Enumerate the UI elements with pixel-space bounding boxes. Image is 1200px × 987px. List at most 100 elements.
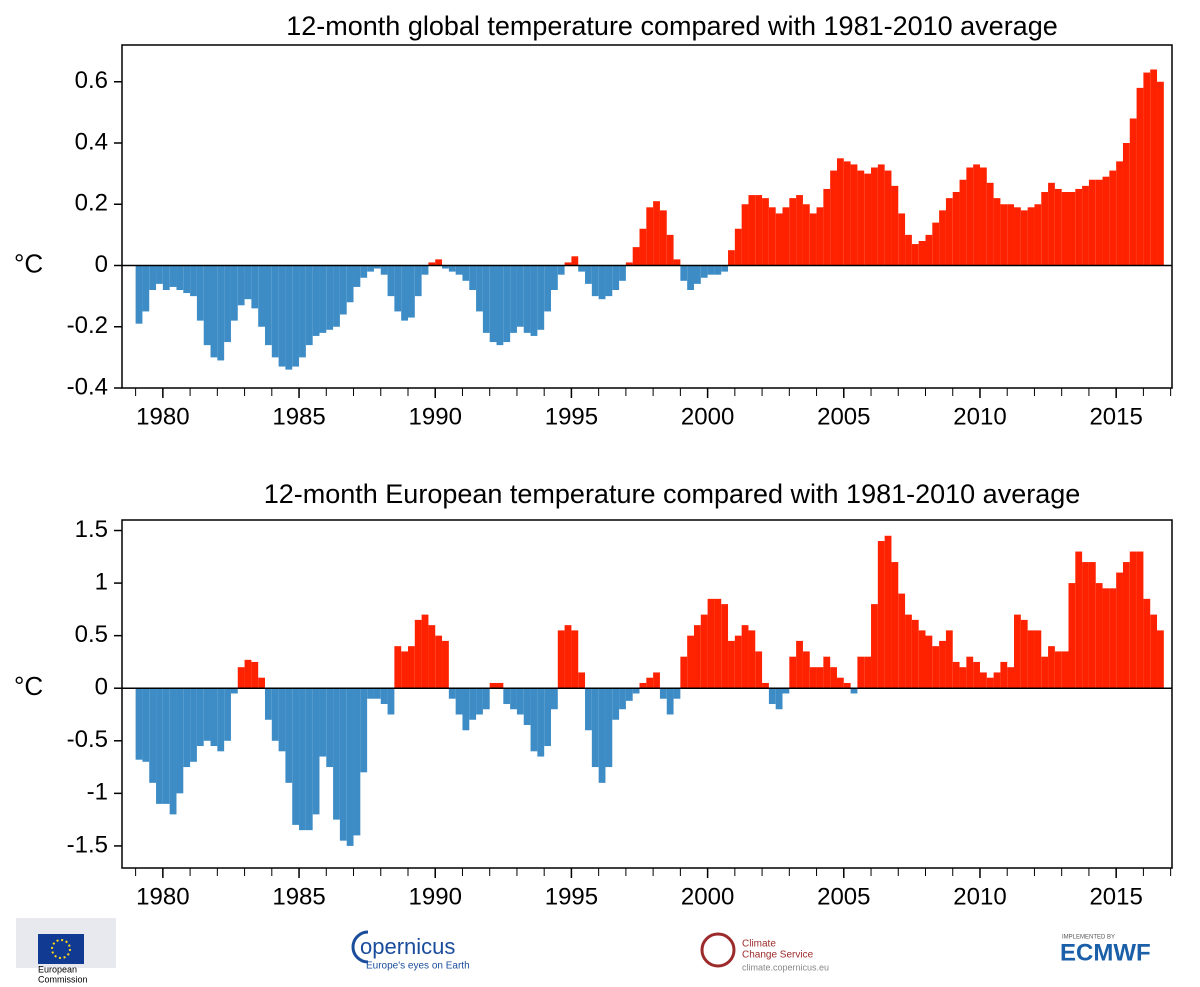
bar (1020, 210, 1028, 266)
bar (741, 625, 749, 689)
bar (428, 625, 436, 689)
bar (292, 688, 300, 825)
bar (210, 688, 218, 747)
bar (1000, 204, 1008, 266)
x-tick-label: 1985 (272, 883, 325, 910)
bar (442, 265, 449, 269)
bar (762, 198, 769, 266)
bar (142, 688, 150, 762)
bar (203, 688, 211, 741)
bar (1102, 588, 1110, 689)
bar (871, 167, 878, 266)
bar (278, 688, 286, 752)
bar (1014, 614, 1021, 689)
bar (360, 265, 368, 278)
bar (646, 207, 654, 266)
bar (544, 688, 551, 747)
bar (523, 265, 531, 333)
y-tick-label: 0.6 (75, 67, 108, 94)
bar (843, 161, 851, 266)
bar (659, 210, 667, 266)
bar (183, 265, 191, 294)
bar (932, 646, 940, 689)
bar (639, 228, 647, 266)
bar (891, 185, 899, 266)
bar (135, 688, 143, 760)
bar (1109, 588, 1117, 689)
y-tick-label: 1 (95, 568, 108, 595)
bar (162, 688, 170, 804)
bar (380, 688, 388, 704)
bar (149, 265, 157, 290)
y-axis-label: °C (14, 671, 43, 701)
bar (891, 562, 899, 689)
bar (503, 265, 511, 343)
y-tick-label: 1.5 (75, 516, 108, 543)
bar (285, 688, 293, 783)
bar (653, 672, 660, 689)
bar (1000, 661, 1008, 689)
bar (271, 688, 279, 741)
bar (367, 688, 374, 699)
bar (230, 688, 238, 694)
logo-ecmwf: IMPLEMENTED BY ECMWF (1060, 935, 1151, 967)
bar (898, 213, 906, 266)
bar (802, 204, 810, 266)
bar (339, 265, 347, 315)
bar (1122, 562, 1130, 689)
bar (1095, 179, 1103, 266)
bar (367, 265, 374, 272)
bar (755, 651, 763, 689)
bar (1102, 176, 1110, 266)
bar (585, 688, 592, 731)
copernicus-name: opernicus (360, 934, 455, 959)
bar (190, 265, 197, 297)
bar (966, 167, 974, 266)
bar (292, 265, 300, 367)
bar (428, 262, 436, 266)
bar (877, 164, 885, 266)
bar (1109, 170, 1117, 266)
bar (1075, 551, 1083, 689)
bar (489, 682, 497, 689)
bar (945, 630, 953, 689)
bar (469, 265, 477, 290)
bar (1129, 118, 1137, 266)
bar (1041, 656, 1049, 689)
bar (802, 651, 810, 689)
bar (196, 688, 204, 747)
bar (414, 619, 422, 689)
bar (700, 614, 708, 689)
y-tick-label: -0.5 (67, 726, 108, 753)
bar (850, 688, 858, 694)
bar (462, 265, 470, 281)
bar (728, 250, 735, 266)
bar (939, 210, 946, 266)
bar (305, 688, 313, 831)
y-axis-label: °C (14, 248, 43, 278)
bar (932, 222, 940, 266)
bar (230, 265, 238, 321)
bar (469, 688, 477, 720)
bar (1020, 619, 1028, 689)
bar (373, 265, 381, 269)
bar (476, 265, 483, 312)
bar (435, 635, 443, 689)
bar (169, 265, 177, 287)
y-tick-label: 0.2 (75, 190, 108, 217)
logo-copernicus: opernicus Europe's eyes on Earth (351, 930, 470, 972)
bar (142, 265, 150, 312)
bar (905, 614, 912, 689)
bar (687, 635, 694, 689)
bar (741, 204, 749, 266)
bar (448, 265, 456, 272)
bar (353, 688, 361, 836)
bar (830, 170, 837, 266)
bar (993, 198, 1001, 266)
bar (959, 667, 967, 689)
bar (387, 265, 395, 297)
bar (993, 672, 1001, 689)
bar (224, 688, 231, 741)
x-tick-label: 2000 (681, 403, 734, 430)
bar (210, 265, 218, 358)
